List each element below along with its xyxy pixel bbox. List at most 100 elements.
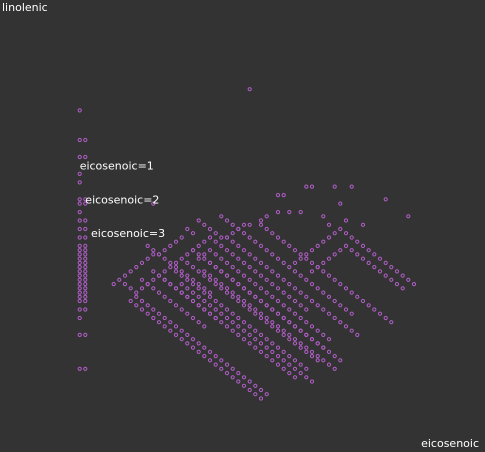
data-point — [224, 371, 230, 376]
data-point — [224, 290, 230, 295]
data-point — [213, 298, 218, 304]
data-point — [145, 243, 150, 248]
data-point — [349, 235, 354, 240]
data-point — [128, 269, 133, 274]
data-point — [287, 294, 292, 299]
data-point — [270, 282, 275, 287]
data-point — [207, 294, 213, 299]
data-point — [77, 256, 82, 261]
data-point — [275, 193, 281, 198]
data-point — [253, 269, 258, 274]
data-point — [207, 235, 213, 240]
data-point — [287, 337, 292, 342]
data-point — [202, 345, 207, 350]
data-point — [241, 260, 247, 265]
data-point — [304, 252, 309, 257]
data-point — [332, 315, 337, 321]
data-point — [122, 282, 128, 287]
x-axis-label: eicosenoic — [421, 437, 479, 450]
data-point — [77, 218, 82, 223]
data-point — [230, 294, 235, 299]
data-point — [372, 307, 377, 312]
data-point — [298, 345, 303, 350]
data-point — [343, 243, 349, 248]
data-point — [321, 332, 326, 337]
data-point — [83, 243, 88, 248]
data-point — [241, 273, 247, 278]
data-point — [77, 210, 82, 215]
data-point — [253, 307, 258, 312]
data-point — [355, 294, 360, 299]
data-point — [230, 231, 235, 236]
data-point — [190, 337, 196, 342]
data-point — [389, 265, 394, 270]
data-point — [355, 332, 360, 337]
data-point — [355, 252, 360, 257]
data-point — [156, 252, 162, 257]
data-point — [219, 256, 224, 261]
data-point — [224, 235, 230, 240]
data-point — [304, 332, 309, 337]
data-point — [253, 328, 258, 333]
data-point — [162, 315, 167, 321]
data-point — [383, 315, 388, 321]
data-point — [230, 277, 235, 282]
data-point — [247, 222, 252, 227]
data-point — [253, 392, 258, 397]
data-point — [168, 328, 173, 333]
data-point — [134, 303, 139, 308]
data-point — [236, 282, 241, 287]
data-point — [207, 290, 213, 295]
data-point — [247, 387, 252, 393]
data-point — [151, 286, 156, 291]
data-point — [185, 260, 190, 265]
data-point — [151, 269, 156, 274]
data-point — [343, 286, 349, 291]
data-point — [236, 379, 241, 384]
data-point — [190, 265, 196, 270]
data-point — [264, 226, 269, 232]
data-point — [258, 311, 264, 316]
data-point — [202, 239, 207, 244]
data-point — [77, 243, 82, 248]
data-point — [139, 260, 145, 265]
data-point — [230, 320, 235, 325]
data-point — [394, 269, 400, 274]
data-point — [236, 332, 241, 337]
data-point — [253, 294, 258, 299]
data-point — [304, 320, 309, 325]
data-point — [258, 298, 264, 304]
data-point — [281, 290, 286, 295]
data-point — [258, 243, 264, 248]
data-point — [247, 324, 252, 329]
data-point — [349, 328, 354, 333]
data-point — [264, 315, 269, 321]
data-point — [383, 197, 388, 202]
data-point — [383, 273, 388, 278]
data-point — [77, 269, 82, 274]
data-point — [117, 277, 122, 282]
data-point — [338, 320, 343, 325]
data-point — [321, 358, 326, 363]
data-point — [253, 337, 258, 342]
data-point — [77, 108, 82, 113]
data-point — [389, 277, 394, 282]
data-point — [270, 358, 275, 363]
data-point — [83, 366, 88, 371]
data-point — [156, 320, 162, 325]
data-point — [258, 260, 264, 265]
data-point — [83, 260, 88, 265]
data-point — [292, 269, 298, 274]
data-point — [253, 256, 258, 261]
data-point — [326, 235, 332, 240]
data-point — [343, 231, 349, 236]
data-point — [224, 315, 230, 321]
data-point — [275, 273, 281, 278]
data-point — [264, 265, 269, 270]
data-point — [77, 137, 82, 143]
data-point — [332, 277, 337, 282]
data-point — [321, 269, 326, 274]
data-point — [190, 315, 196, 321]
data-point — [151, 307, 156, 312]
data-point — [281, 328, 286, 333]
